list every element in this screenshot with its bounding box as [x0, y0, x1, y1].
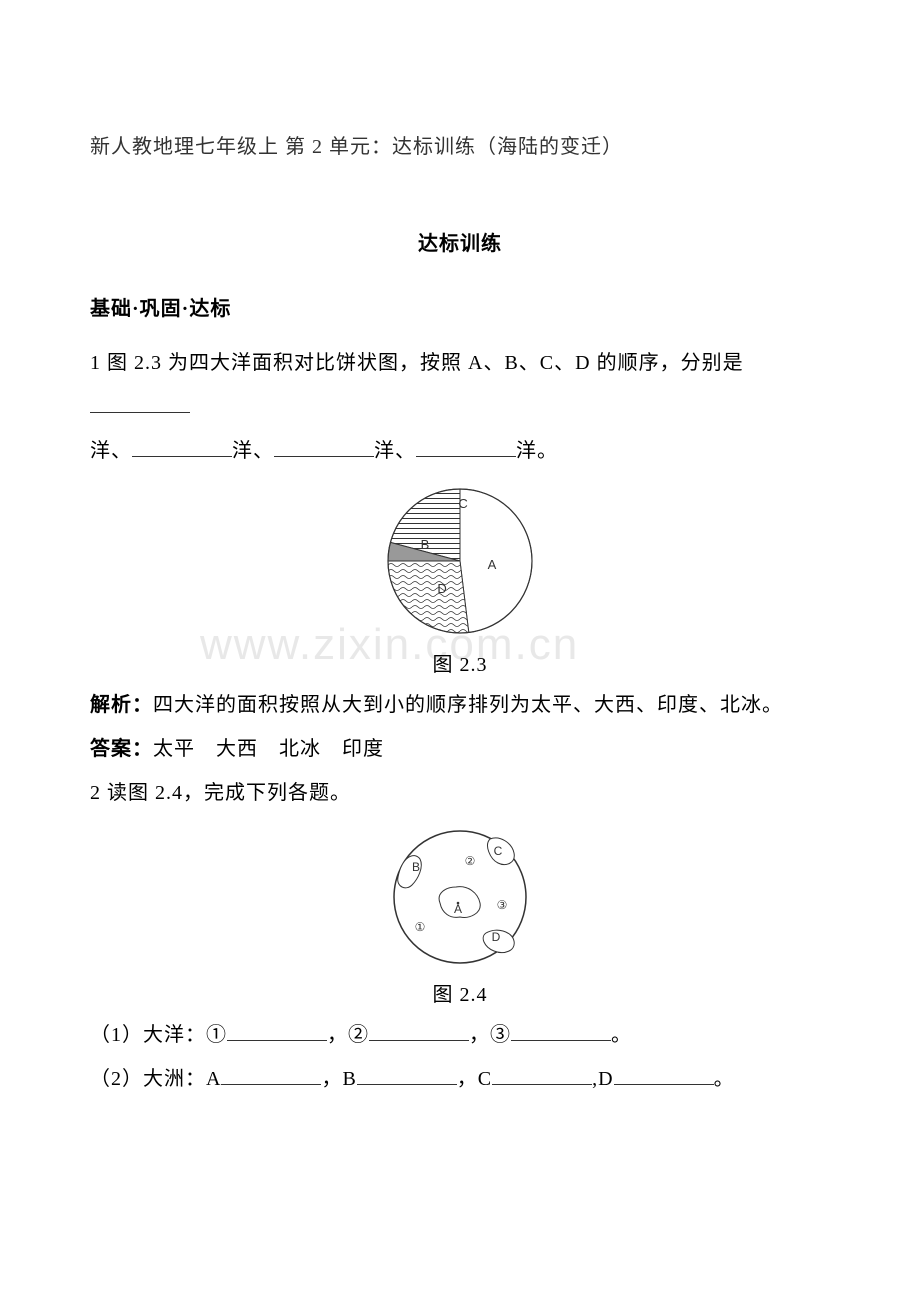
section-title: 达标训练 — [90, 227, 830, 256]
svg-text:C: C — [458, 496, 467, 511]
q2s2-m2: ，C — [457, 1068, 492, 1090]
q1-answer: 答案：太平 大西 北冰 印度 — [90, 727, 830, 771]
sub-heading: 基础·巩固·达标 — [90, 292, 830, 321]
q2-sub1-prefix: （1）大洋：① — [90, 1024, 227, 1046]
q2-prefix: 2 读图 2.4，完成下列各题。 — [90, 771, 830, 815]
q2s2-b3 — [492, 1061, 592, 1085]
q1-blank1 — [132, 433, 232, 457]
q2s1-m1: ，② — [327, 1024, 369, 1046]
q2s1-b1 — [227, 1017, 327, 1041]
q2s1-b2 — [369, 1017, 469, 1041]
q1-blank0 — [90, 389, 190, 413]
globe-map: A B C D ① ② ③ — [385, 825, 535, 969]
figure-2-3: A B C D 图 2.3 — [90, 483, 830, 677]
q2s2-b4 — [614, 1061, 714, 1085]
explain-text: 四大洋的面积按照从大到小的顺序排列为太平、大西、印度、北冰。 — [153, 694, 783, 716]
page-header: 新人教地理七年级上 第 2 单元：达标训练（海陆的变迁） — [90, 130, 830, 159]
q1-blank3 — [416, 433, 516, 457]
q2s1-m2: ，③ — [469, 1024, 511, 1046]
svg-text:②: ② — [465, 854, 476, 868]
q1-w3: 洋、 — [374, 440, 416, 462]
q2s1-b3 — [511, 1017, 611, 1041]
figure-2-4: A B C D ① ② ③ 图 2.4 — [90, 825, 830, 1007]
q1-text-line1: 1 图 2.3 为四大洋面积对比饼状图，按照 A、B、C、D 的顺序，分别是 — [90, 341, 830, 429]
svg-text:③: ③ — [497, 898, 508, 912]
q2s1-end: 。 — [611, 1024, 632, 1046]
svg-text:C: C — [494, 844, 503, 858]
q2s2-end: 。 — [714, 1068, 735, 1090]
answer-label: 答案： — [90, 738, 153, 760]
q2s2-m1: ，B — [321, 1068, 356, 1090]
q2s2-b1 — [221, 1061, 321, 1085]
q1-w2: 洋、 — [232, 440, 274, 462]
q1-blank2 — [274, 433, 374, 457]
explain-label: 解析： — [90, 694, 153, 716]
svg-text:A: A — [488, 557, 497, 572]
q2s2-b2 — [357, 1061, 457, 1085]
svg-text:B: B — [412, 860, 420, 874]
svg-text:A: A — [454, 902, 462, 916]
answer-text: 太平 大西 北冰 印度 — [153, 738, 384, 760]
figure-2-3-caption: 图 2.3 — [90, 648, 830, 677]
svg-text:B: B — [421, 537, 430, 552]
svg-text:D: D — [492, 930, 501, 944]
q1-prefix: 1 图 2.3 为四大洋面积对比饼状图，按照 A、B、C、D 的顺序，分别是 — [90, 352, 744, 374]
svg-text:D: D — [437, 581, 446, 596]
q1-w1: 洋、 — [90, 440, 132, 462]
q1-explain: 解析：四大洋的面积按照从大到小的顺序排列为太平、大西、印度、北冰。 — [90, 683, 830, 727]
svg-text:①: ① — [415, 920, 426, 934]
q1-text-line2: 洋、 洋、 洋、 洋。 — [90, 429, 830, 473]
q2s2-m3: ,D — [592, 1068, 613, 1090]
figure-2-4-caption: 图 2.4 — [90, 978, 830, 1007]
pie-chart: A B C D — [375, 483, 545, 639]
q2-sub2-prefix: （2）大洲：A — [90, 1068, 221, 1090]
q2-sub1: （1）大洋：① ，② ，③ 。 — [90, 1013, 830, 1057]
q2-sub2: （2）大洲：A ，B ，C ,D 。 — [90, 1057, 830, 1101]
q1-w4: 洋。 — [516, 440, 558, 462]
